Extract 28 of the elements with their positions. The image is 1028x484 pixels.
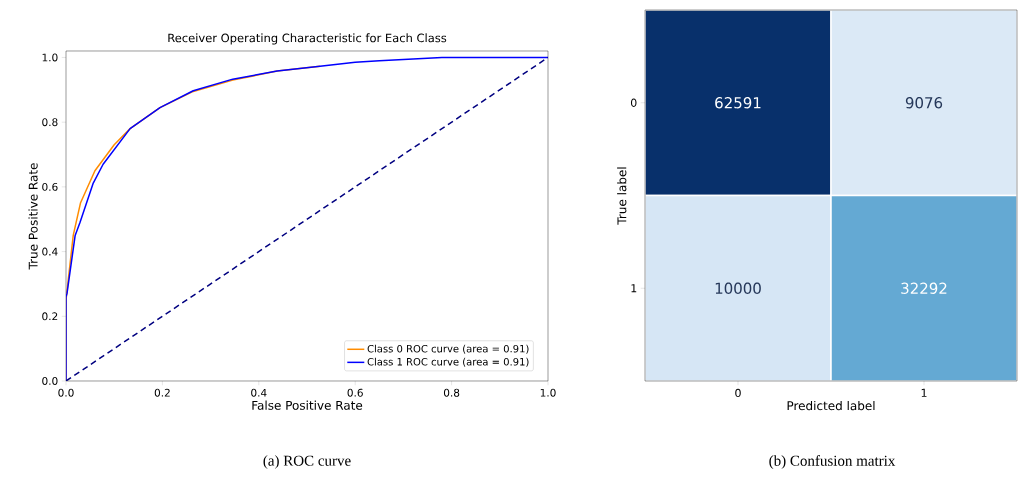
x-axis-title: False Positive Rate (252, 400, 363, 410)
data-label: 62591 (715, 97, 761, 109)
x-tick-label: 0.8 (443, 388, 460, 397)
y-tick-label: 0.2 (42, 312, 58, 321)
data-label: 10000 (715, 282, 761, 294)
x-tick-label: 0.0 (58, 388, 74, 397)
y-axis-title: True label (617, 167, 627, 225)
x-tick-label: 1.0 (540, 388, 556, 397)
y-tick-label: 0.4 (42, 247, 58, 256)
x-tick-label: 0.6 (347, 388, 363, 397)
x-tick-label: 0 (735, 388, 741, 398)
legend-label: Class 0 ROC curve (area = 0.91) (367, 344, 529, 354)
x-tick-label: 1 (921, 388, 927, 397)
data-label: 32292 (901, 282, 947, 294)
text: (a) ROC curve (263, 455, 351, 469)
line-series (66, 56, 549, 381)
text: (b) Confusion matrix (769, 455, 896, 469)
y-axis-title: True Positive Rate (28, 163, 38, 270)
data-label: 9076 (905, 97, 943, 109)
y-tick-label: 1.0 (42, 53, 58, 62)
x-tick-label: 0.4 (251, 388, 267, 397)
x-tick-label: 0.2 (154, 388, 170, 397)
y-tick-label: 0.8 (42, 118, 58, 127)
y-tick-label: 0.0 (42, 377, 58, 385)
y-tick-label: 0.6 (42, 182, 58, 191)
chart-title: Receiver Operating Characteristic for Each Class (168, 33, 447, 45)
x-axis-title: Predicted label (787, 400, 875, 411)
legend-label: Class 1 ROC curve (area = 0.91) (367, 357, 529, 367)
